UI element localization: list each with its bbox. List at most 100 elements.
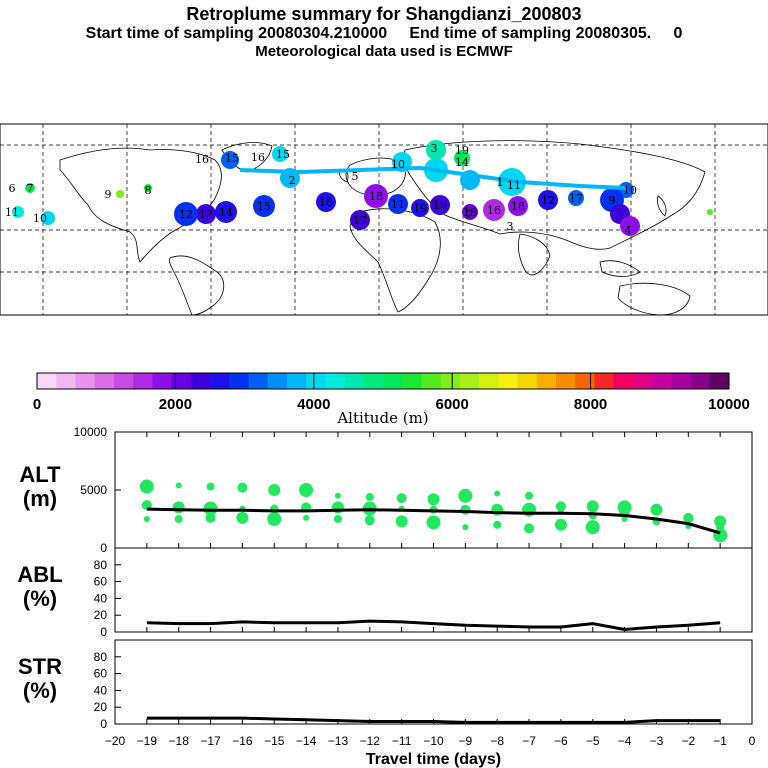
alt-point — [396, 493, 407, 504]
x-tick-label: −4 — [618, 734, 632, 748]
map-point-label: 16 — [487, 204, 501, 217]
colorbar-swatch — [133, 373, 153, 389]
panel-ylabel: STR — [18, 654, 62, 679]
plume-dot — [196, 204, 216, 224]
plume-dot — [568, 190, 584, 206]
colorbar-swatch — [613, 373, 634, 389]
alt-point — [426, 515, 441, 530]
alt-point — [554, 518, 567, 531]
alt-point — [427, 493, 440, 506]
y-tick-label: 60 — [94, 575, 108, 589]
map-point-label: 16 — [195, 153, 209, 166]
x-tick-label: −16 — [232, 734, 253, 748]
map-point-label: 8 — [145, 184, 152, 197]
alt-point — [237, 482, 248, 493]
colorbar-swatch — [267, 373, 288, 389]
map-point-label: 19 — [413, 202, 427, 215]
x-tick-label: −2 — [681, 734, 695, 748]
plume-dot — [350, 210, 370, 230]
x-tick-label: −15 — [264, 734, 285, 748]
panel-ylabel: ALT — [19, 462, 61, 487]
alt-point — [525, 491, 534, 500]
plume-dot — [41, 211, 55, 225]
x-tick-label: −1 — [713, 734, 727, 748]
colorbar-swatch — [113, 373, 134, 389]
alt-point — [334, 492, 341, 499]
plume-dot — [454, 150, 470, 166]
alt-point — [267, 512, 282, 526]
colorbar-swatch — [709, 373, 730, 389]
map-point-label: 9 — [609, 194, 616, 207]
colorbar-swatch — [210, 373, 230, 389]
x-tick-label: −3 — [650, 734, 664, 748]
alt-point — [493, 520, 502, 529]
alt-point — [299, 483, 314, 497]
alt-point — [494, 490, 501, 497]
map-point-label: 14 — [455, 156, 469, 169]
alt-point — [139, 479, 154, 494]
plume-dot — [426, 140, 446, 160]
colorbar-swatch — [536, 373, 557, 389]
colorbar-swatch — [402, 373, 422, 389]
colorbar-swatch — [517, 373, 538, 389]
alt-point — [460, 504, 471, 515]
map-point-label: 17 — [569, 192, 583, 205]
colorbar-swatch — [594, 373, 615, 389]
map-point-label: 17 — [353, 214, 367, 227]
alt-point — [174, 515, 183, 523]
map-point-label: 16 — [251, 151, 265, 164]
colorbar-swatch — [75, 373, 96, 389]
colorbar-swatch — [556, 373, 576, 389]
colorbar-swatch — [286, 373, 307, 389]
alt-point — [172, 501, 185, 514]
map-point-label: 11 — [5, 206, 19, 219]
colorbar-swatch — [344, 373, 365, 389]
plume-dot — [364, 184, 388, 208]
colorbar-swatch — [171, 373, 192, 389]
colorbar-swatch — [421, 373, 442, 389]
alt-point — [203, 501, 218, 516]
colorbar-tick-label: 4000 — [297, 396, 330, 413]
plume-dot — [144, 184, 152, 192]
colorbar-tick-label: 6000 — [436, 396, 469, 413]
map-point-label: 10 — [391, 158, 405, 171]
map-point-label: 19 — [455, 144, 469, 157]
x-tick-label: −12 — [360, 734, 381, 748]
str-line — [146, 716, 721, 724]
map-point-label: 14 — [219, 206, 233, 219]
y-tick-label: 10000 — [74, 425, 108, 439]
panel-frame — [114, 547, 753, 633]
alt-point — [268, 484, 281, 496]
plume-dot — [388, 194, 408, 214]
sampling-times: Start time of sampling 20080304.210000 E… — [85, 25, 683, 42]
alt-point — [205, 512, 216, 523]
map-point-label: 10 — [623, 184, 637, 197]
colorbar-swatch — [671, 373, 691, 389]
time-series-panels: 0500010000ALT(m)020406080ABL(%)020406080… — [17, 425, 755, 768]
x-tick-label: −17 — [200, 734, 221, 748]
colorbar-swatch — [94, 373, 115, 389]
map-point-label: 19 — [433, 199, 447, 212]
colorbar-swatch — [248, 373, 269, 389]
y-tick-label: 0 — [100, 717, 107, 731]
alt-point — [585, 520, 600, 535]
colorbar-swatch — [498, 373, 518, 389]
map-point-label: 3 — [431, 142, 438, 155]
map-point-label: 18 — [511, 200, 525, 213]
y-tick-label: 80 — [94, 558, 108, 572]
colorbar-swatch — [56, 373, 76, 389]
y-tick-label: 0 — [100, 541, 107, 555]
colorbar-tick-label: 10000 — [708, 396, 750, 413]
plume-dot — [12, 206, 24, 218]
y-tick-label: 5000 — [80, 483, 107, 497]
map-point-label: 2 — [467, 208, 474, 221]
alt-point — [617, 500, 632, 515]
colorbar-swatch — [690, 373, 711, 389]
map-point-label: 9 — [105, 188, 112, 201]
x-tick-label: −18 — [169, 734, 190, 748]
y-tick-label: 20 — [94, 608, 108, 622]
panel-ylabel: ABL — [17, 562, 62, 587]
colorbar-tick-label: 2000 — [159, 396, 192, 413]
colorbar-tick-label: 0 — [33, 396, 41, 413]
alt-point — [175, 482, 182, 489]
